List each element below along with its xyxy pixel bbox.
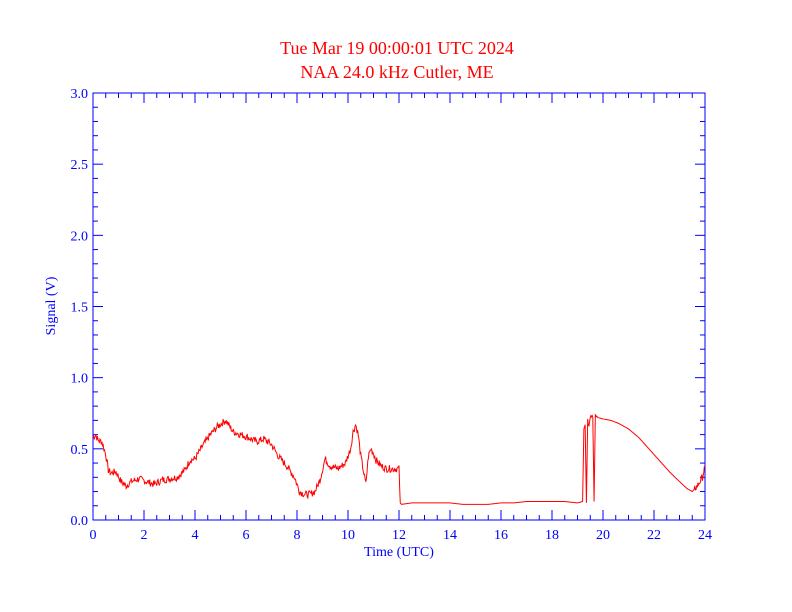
chart-subtitle: NAA 24.0 kHz Cutler, ME	[300, 62, 493, 82]
y-tick-label: 2.5	[71, 158, 89, 173]
y-tick-label: 0.0	[71, 514, 89, 529]
x-axis-label: Time (UTC)	[364, 545, 434, 560]
x-tick-label: 4	[192, 528, 199, 543]
x-tick-label: 0	[90, 528, 97, 543]
signal-series-line	[92, 414, 706, 505]
x-tick-label: 10	[341, 528, 355, 543]
x-tick-label: 22	[647, 528, 661, 543]
x-tick-label: 14	[443, 528, 457, 543]
chart-title: Tue Mar 19 00:00:01 UTC 2024	[280, 38, 514, 58]
x-tick-label: 12	[392, 528, 406, 543]
y-tick-labels: 0.0 0.5 1.0 1.5 2.0 2.5 3.0	[71, 87, 89, 529]
x-tick-label: 18	[545, 528, 559, 543]
plot-frame	[92, 92, 706, 521]
y-tick-label: 0.5	[71, 443, 89, 458]
y-tick-label: 1.5	[71, 301, 89, 316]
x-tick-label: 20	[596, 528, 610, 543]
x-tick-label: 6	[243, 528, 250, 543]
x-tick-label: 2	[141, 528, 148, 543]
y-tick-label: 2.0	[71, 229, 89, 244]
x-tick-label: 16	[494, 528, 508, 543]
x-tick-label: 24	[698, 528, 712, 543]
x-tick-label: 8	[294, 528, 301, 543]
axis-ticks	[92, 92, 706, 521]
y-tick-label: 1.0	[71, 372, 89, 387]
y-tick-label: 3.0	[71, 87, 89, 102]
series-group	[92, 414, 706, 505]
x-tick-labels: 0 2 4 6 8 10 12 14 16 18 20 22 24	[90, 528, 713, 543]
y-axis-label: Signal (V)	[44, 276, 59, 335]
